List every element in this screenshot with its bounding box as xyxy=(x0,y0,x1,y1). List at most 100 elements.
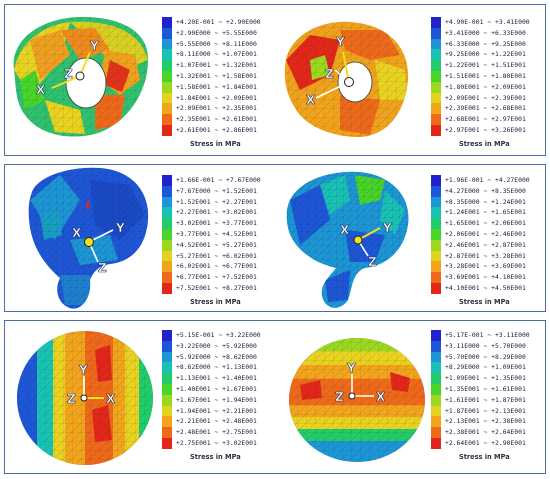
legend-row: +6.33E000 ~ +9.25E000 xyxy=(431,38,530,50)
legend-label: +3.77E001 ~ +4.52E001 xyxy=(176,229,257,238)
legend-label: +5.27E001 ~ +6.02E001 xyxy=(176,251,257,260)
legend-label: +5.92E000 ~ +8.62E000 xyxy=(176,352,257,361)
legend-swatch xyxy=(431,103,441,115)
legend-swatch xyxy=(162,196,172,208)
legend-label: +5.70E000 ~ +8.29E000 xyxy=(445,352,526,361)
legend-swatch xyxy=(431,49,441,61)
legend-row: +3.11E000 ~ +5.70E000 xyxy=(431,340,530,352)
legend-row: +2.64E001 ~ +2.90E001 xyxy=(431,437,530,449)
axis-label: Z xyxy=(368,255,377,269)
legend-swatch xyxy=(162,261,172,273)
legend-row: +1.35E001 ~ +1.61E001 xyxy=(431,383,530,395)
axis-label: X xyxy=(376,390,386,404)
legend-swatch xyxy=(431,38,441,50)
legend-label: +5.55E000 ~ +8.11E000 xyxy=(176,39,257,48)
axis-label: Z xyxy=(335,390,344,404)
legend-swatch xyxy=(162,175,172,186)
legend-label: +4.20E-001 ~ +2.90E000 xyxy=(176,18,261,26)
axes-triad-p1-right: Y Z X xyxy=(306,35,354,107)
femur-head-model-bottom-left xyxy=(17,331,153,465)
legend-swatch xyxy=(431,27,441,39)
legend-label: +1.96E-001 ~ +4.27E000 xyxy=(445,176,530,184)
legend-row: +1.22E001 ~ +1.51E001 xyxy=(431,60,530,71)
axis-label: X xyxy=(306,93,316,107)
legend-row: +4.20E-001 ~ +2.90E000 xyxy=(162,17,261,28)
legend-swatch xyxy=(431,17,441,28)
legend-swatch xyxy=(431,239,441,251)
legend-swatch xyxy=(162,383,172,395)
legend-row: +1.24E001 ~ +1.65E001 xyxy=(431,207,530,219)
legend-row: +2.13E001 ~ +2.38E001 xyxy=(431,416,530,428)
legend-label: +1.80E001 ~ +2.09E001 xyxy=(445,82,526,91)
legend-label: +2.90E000 ~ +5.55E000 xyxy=(176,28,257,37)
legend-row: +1.61E001 ~ +1.87E001 xyxy=(431,394,530,406)
legend-label: +2.68E001 ~ +2.97E001 xyxy=(445,115,526,124)
stress-caption: Stress in MPa xyxy=(190,140,241,148)
femur-model-top-right xyxy=(284,21,409,138)
legend-row: +1.87E001 ~ +2.13E001 xyxy=(431,405,530,417)
legend-swatch xyxy=(162,218,172,229)
legend-row: +1.51E001 ~ +1.80E001 xyxy=(431,70,530,82)
axis-label: Y xyxy=(89,39,99,53)
legend-swatch xyxy=(162,49,172,61)
axes-triad-p2-right: X Y Z xyxy=(340,221,393,270)
legend-row: +4.90E-001 ~ +3.41E000 xyxy=(431,17,530,28)
legend-row: +1.96E-001 ~ +4.27E000 xyxy=(431,175,530,186)
legend-swatch xyxy=(162,394,172,406)
axis-label: Z xyxy=(98,261,107,275)
legend-row: +1.67E001 ~ +1.94E001 xyxy=(162,394,261,406)
legend-label: +7.52E001 ~ +8.27E001 xyxy=(176,283,257,292)
legend-row: +9.25E000 ~ +1.22E001 xyxy=(431,49,530,61)
legend-swatch xyxy=(431,394,441,406)
axis-label: X xyxy=(340,223,350,237)
legend-row: +3.28E001 ~ +3.69E001 xyxy=(431,261,530,273)
legend-label: +3.22E000 ~ +5.92E000 xyxy=(176,341,257,350)
legend-row: +1.09E001 ~ +1.35E001 xyxy=(431,373,530,384)
legend-swatch xyxy=(162,282,172,294)
legend-row: +4.10E001 ~ +4.50E001 xyxy=(431,282,530,294)
legend-label: +2.09E001 ~ +2.35E001 xyxy=(176,104,257,113)
axis-label: Z xyxy=(64,67,73,81)
legend-swatch xyxy=(431,124,441,136)
legend-label: +2.39E001 ~ +2.68E001 xyxy=(445,104,526,113)
legend-swatch xyxy=(431,405,441,417)
axis-label: Z xyxy=(325,67,334,81)
legend-swatch xyxy=(431,185,441,197)
legend-row: +3.41E000 ~ +6.33E000 xyxy=(431,27,530,39)
legend-row: +7.67E000 ~ +1.52E001 xyxy=(162,185,261,197)
legend-swatch xyxy=(162,124,172,136)
legend-label: +1.94E001 ~ +2.21E001 xyxy=(176,406,257,415)
legend-swatch xyxy=(162,38,172,50)
legend-label: +3.69E001 ~ +4.10E001 xyxy=(445,273,526,282)
legend-row: +2.61E001 ~ +2.86E001 xyxy=(162,124,261,136)
legend-label: +1.09E001 ~ +1.35E001 xyxy=(445,374,526,383)
legend-swatch xyxy=(162,405,172,417)
legend-swatch xyxy=(431,114,441,125)
legend-swatch xyxy=(162,70,172,82)
legend-row: +5.55E000 ~ +8.11E000 xyxy=(162,38,261,50)
legend-row: +1.80E001 ~ +2.09E001 xyxy=(431,81,530,93)
legend-swatch xyxy=(162,272,172,283)
legend-p2-left: +1.66E-001 ~ +7.67E000 +7.67E000 ~ +1.52E… xyxy=(162,175,261,294)
legend-row: +1.07E001 ~ +1.32E001 xyxy=(162,60,261,71)
legend-label: +3.02E001 ~ +3.77E001 xyxy=(176,219,257,228)
legend-row: +5.17E-001 ~ +3.11E000 xyxy=(431,330,530,341)
legend-label: +2.38E001 ~ +2.64E001 xyxy=(445,428,526,437)
legend-label: +2.27E001 ~ +3.02E001 xyxy=(176,208,257,217)
legend-label: +6.02E001 ~ +6.77E001 xyxy=(176,262,257,271)
axis-label: Z xyxy=(67,392,76,406)
legend-label: +8.35E000 ~ +1.24E001 xyxy=(445,197,526,206)
legend-swatch xyxy=(162,81,172,93)
legend-row: +8.29E000 ~ +1.09E001 xyxy=(431,362,530,374)
legend-row: +2.90E000 ~ +5.55E000 xyxy=(162,27,261,39)
legend-swatch xyxy=(162,185,172,197)
legend-label: +8.29E000 ~ +1.09E001 xyxy=(445,363,526,372)
legend-label: +2.87E001 ~ +3.28E001 xyxy=(445,251,526,260)
axis-label: X xyxy=(36,83,46,97)
legend-swatch xyxy=(431,70,441,82)
legend-label: +1.58E001 ~ +1.84E001 xyxy=(176,82,257,91)
legend-swatch xyxy=(431,437,441,449)
legend-swatch xyxy=(162,330,172,341)
legend-swatch xyxy=(162,103,172,115)
